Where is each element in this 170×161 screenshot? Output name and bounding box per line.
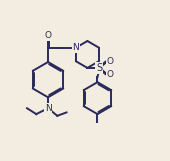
Text: N: N <box>72 43 79 52</box>
Text: O: O <box>107 57 114 66</box>
Text: S: S <box>96 63 102 73</box>
Text: O: O <box>45 31 52 40</box>
Text: O: O <box>107 70 114 79</box>
Text: N: N <box>45 104 51 113</box>
